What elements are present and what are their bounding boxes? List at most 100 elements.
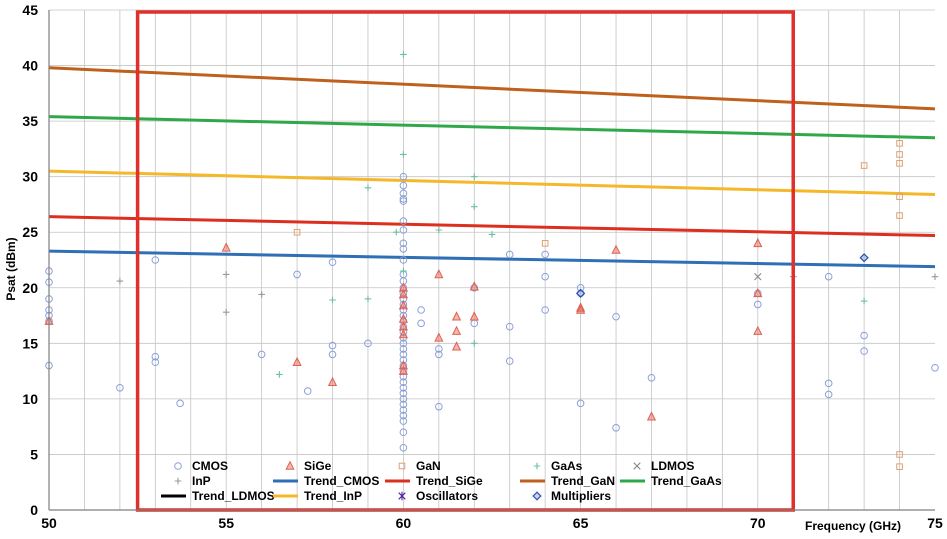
legend-swatch-gan	[398, 462, 406, 470]
data-point-sige	[292, 356, 302, 367]
data-point-sige	[611, 244, 621, 254]
x-tick-label: 65	[573, 515, 589, 531]
data-point-sige	[327, 376, 338, 387]
data-point-cmos	[364, 339, 372, 348]
data-point-sige	[398, 289, 409, 299]
data-point-cmos	[824, 272, 833, 281]
data-point-cmos	[399, 197, 408, 205]
data-point-sige	[753, 325, 763, 335]
data-point-cmos	[176, 399, 184, 408]
legend-label-oscillators: Oscillators	[416, 489, 478, 503]
data-point-sige	[469, 311, 479, 321]
data-point-cmos	[399, 181, 408, 190]
data-point-cmos	[541, 250, 549, 259]
y-tick-label: 20	[22, 280, 38, 296]
data-point-gan	[896, 451, 903, 458]
data-point-inp	[222, 271, 230, 278]
data-point-cmos	[399, 195, 408, 203]
y-tick-label: 25	[22, 224, 38, 240]
legend-label-trend-ldmos: Trend_LDMOS	[192, 489, 275, 503]
data-point-cmos	[399, 172, 408, 181]
data-point-cmos	[399, 378, 408, 387]
legend-label-multipliers: Multipliers	[551, 489, 611, 503]
data-point-cmos	[417, 319, 425, 328]
data-point-cmos	[399, 328, 408, 337]
data-point-gaas	[400, 51, 407, 58]
data-point-gaas	[488, 231, 496, 238]
legend-label-trend-gan: Trend_GaN	[551, 474, 615, 488]
trend-line-trend-inp	[48, 169, 936, 196]
data-point-cmos	[754, 300, 762, 309]
data-point-cmos	[399, 395, 408, 403]
data-point-cmos	[399, 350, 408, 359]
data-point-gan	[896, 463, 903, 470]
data-point-cmos	[328, 350, 337, 359]
data-point-cmos	[612, 312, 620, 321]
data-point-cmos	[399, 372, 408, 381]
data-point-cmos	[399, 189, 408, 198]
data-point-cmos	[399, 311, 408, 320]
data-point-sige	[398, 365, 409, 375]
data-point-gan	[896, 151, 903, 158]
data-point-cmos	[505, 250, 514, 259]
data-point-cmos	[399, 389, 408, 398]
data-point-gan	[896, 140, 903, 147]
data-point-cmos	[435, 350, 443, 359]
legend: CMOS SiGe GaN GaAs LDMOS InP Trend_CMOS Trend_S…	[161, 459, 722, 503]
x-tick-label: 60	[396, 515, 412, 531]
data-point-cmos	[576, 399, 585, 408]
data-point-sige	[469, 281, 479, 291]
data-point-cmos	[399, 226, 408, 234]
data-point-gaas	[400, 151, 407, 158]
data-point-gan	[293, 228, 301, 236]
data-point-cmos	[435, 345, 443, 353]
data-point-sige	[451, 325, 462, 335]
data-point-gan	[896, 193, 903, 200]
data-point-cmos	[399, 428, 408, 437]
legend-label-trend-sige: Trend_SiGe	[416, 474, 483, 488]
legend-swatch-sige	[285, 460, 295, 470]
data-point-cmos	[116, 383, 124, 392]
data-point-cmos	[399, 239, 408, 248]
y-tick-label: 0	[30, 502, 38, 518]
data-point-cmos	[505, 322, 514, 331]
trend-line-trend-gaas	[48, 115, 936, 140]
data-point-sige	[434, 332, 444, 342]
x-tick-label: 70	[750, 515, 766, 531]
data-points	[44, 51, 939, 470]
data-point-cmos	[399, 417, 408, 425]
y-tick-label: 35	[22, 113, 38, 129]
data-point-cmos	[399, 256, 408, 264]
legend-label-gan: GaN	[416, 459, 441, 473]
tick-labels: 50 55 60 65 70 75 0 5 10 15 20 25 30 35 40 45	[22, 2, 943, 531]
data-point-gaas	[470, 203, 478, 210]
data-point-multipliers	[859, 253, 869, 263]
data-point-sige	[575, 304, 586, 314]
legend-label-inp: InP	[192, 474, 211, 488]
data-point-cmos	[399, 443, 408, 452]
data-point-sige	[221, 242, 231, 252]
data-point-sige	[434, 269, 444, 279]
legend-label-gaas: GaAs	[551, 459, 583, 473]
legend-swatch-multipliers	[532, 491, 542, 501]
data-point-gan	[896, 212, 903, 219]
data-point-gan	[860, 162, 868, 169]
legend-label-trend-inp: Trend_InP	[304, 489, 362, 503]
data-point-sige	[646, 411, 657, 421]
x-axis-label: Frequency (GHz)	[805, 519, 901, 533]
data-point-cmos	[505, 357, 514, 365]
data-point-cmos	[435, 402, 443, 411]
y-axis-label: Psat (dBm)	[4, 237, 18, 300]
data-point-gaas	[435, 226, 443, 234]
y-tick-label: 30	[22, 169, 38, 185]
x-tick-label: 55	[218, 515, 234, 531]
trend-line-trend-sige	[48, 215, 936, 238]
data-point-cmos	[399, 400, 408, 409]
data-point-inp	[222, 308, 230, 316]
y-tick-label: 5	[30, 446, 38, 462]
data-point-inp	[116, 277, 124, 285]
data-point-cmos	[399, 345, 408, 353]
data-point-cmos	[860, 331, 868, 340]
data-point-cmos	[293, 270, 301, 279]
